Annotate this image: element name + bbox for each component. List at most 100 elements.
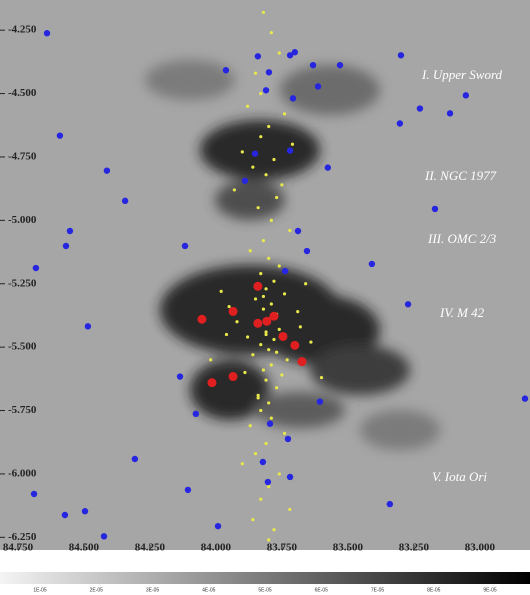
sky-image	[0, 0, 530, 550]
star-point	[264, 330, 268, 334]
points	[30, 10, 529, 542]
star-point	[245, 335, 250, 339]
colorbar-label: 8E-05	[427, 587, 441, 593]
colorbar-label: 2E-05	[90, 587, 104, 593]
star-point	[240, 150, 244, 154]
star-point	[267, 485, 271, 489]
region-label: III. OMC 2/3	[427, 231, 497, 246]
star-point	[269, 218, 273, 222]
star-point	[264, 332, 268, 337]
star-point	[269, 311, 279, 321]
colorbar-label: 9E-05	[483, 587, 497, 593]
star-point	[275, 350, 279, 354]
x-tick-label: 83.750	[267, 542, 298, 554]
star-point	[304, 282, 308, 286]
star-point	[269, 416, 273, 420]
x-tick-label: 84.000	[201, 542, 232, 554]
star-point	[66, 227, 74, 235]
star-point	[294, 227, 302, 235]
star-point	[256, 393, 260, 397]
star-point	[282, 112, 287, 116]
star-point	[264, 173, 268, 177]
star-point	[181, 242, 189, 250]
star-point	[235, 320, 239, 324]
star-point	[298, 325, 302, 329]
star-point	[253, 452, 258, 456]
star-point	[277, 51, 281, 55]
star-point	[207, 378, 217, 388]
star-point	[248, 424, 252, 428]
region-label: IV. M 42	[439, 305, 485, 320]
star-point	[267, 348, 271, 352]
star-point	[32, 264, 40, 272]
star-point	[261, 307, 266, 311]
colorbar-label: 5E-05	[258, 587, 272, 593]
star-point	[446, 110, 454, 117]
star-point	[264, 478, 272, 486]
region-label: V. Iota Ori	[432, 469, 487, 484]
colorbar-label: 6E-05	[315, 587, 329, 593]
star-point	[262, 316, 272, 326]
star-point	[336, 61, 344, 69]
x-tick-label: 83.250	[399, 542, 430, 554]
star-point	[269, 363, 273, 367]
star-point	[251, 517, 255, 522]
star-point	[259, 272, 263, 276]
y-tick-label: -5.000	[8, 214, 37, 226]
star-point	[269, 302, 273, 306]
star-point	[227, 304, 231, 309]
star-point	[222, 67, 230, 74]
star-point	[284, 435, 292, 443]
star-point	[462, 92, 470, 99]
region-label: I. Upper Sword	[421, 67, 503, 82]
y-tick-label: -5.250	[8, 277, 37, 289]
star-point	[275, 195, 279, 200]
star-point	[416, 105, 424, 112]
star-point	[269, 31, 273, 35]
star-point	[261, 368, 266, 372]
star-point	[278, 331, 288, 341]
star-point	[261, 294, 266, 299]
star-point	[272, 528, 276, 532]
star-point	[259, 497, 263, 501]
star-point	[285, 358, 289, 362]
star-point	[282, 292, 287, 296]
colorbar-label: 7E-05	[371, 587, 385, 593]
star-point	[272, 157, 276, 162]
star-point	[197, 314, 207, 324]
star-point	[267, 124, 271, 129]
star-point	[272, 337, 276, 342]
star-point	[240, 462, 244, 466]
star-point	[228, 372, 238, 382]
star-point	[121, 197, 129, 205]
colorbar-label: 1E-05	[33, 587, 47, 593]
star-point	[280, 183, 284, 187]
star-point	[241, 177, 249, 184]
star-point	[267, 401, 271, 405]
star-point	[228, 306, 238, 316]
x-tick-label: 84.500	[69, 542, 100, 554]
star-point	[277, 472, 281, 476]
star-point	[209, 358, 213, 362]
star-point	[259, 343, 263, 347]
star-point	[214, 522, 222, 530]
star-point	[192, 410, 200, 418]
star-point	[261, 239, 266, 243]
colorbar	[0, 572, 530, 584]
y-tick-label: -4.250	[8, 24, 37, 36]
y-tick-label: -5.750	[8, 404, 37, 416]
star-point	[286, 52, 294, 59]
star-point	[521, 395, 529, 402]
star-point	[251, 150, 259, 157]
star-point	[265, 69, 273, 76]
star-point	[386, 500, 394, 508]
star-point	[286, 473, 294, 481]
star-point	[184, 486, 192, 494]
star-point	[291, 49, 299, 56]
star-point	[286, 147, 294, 154]
star-point	[316, 398, 324, 405]
star-point	[100, 533, 108, 540]
star-point	[272, 279, 276, 283]
star-point	[253, 281, 263, 291]
